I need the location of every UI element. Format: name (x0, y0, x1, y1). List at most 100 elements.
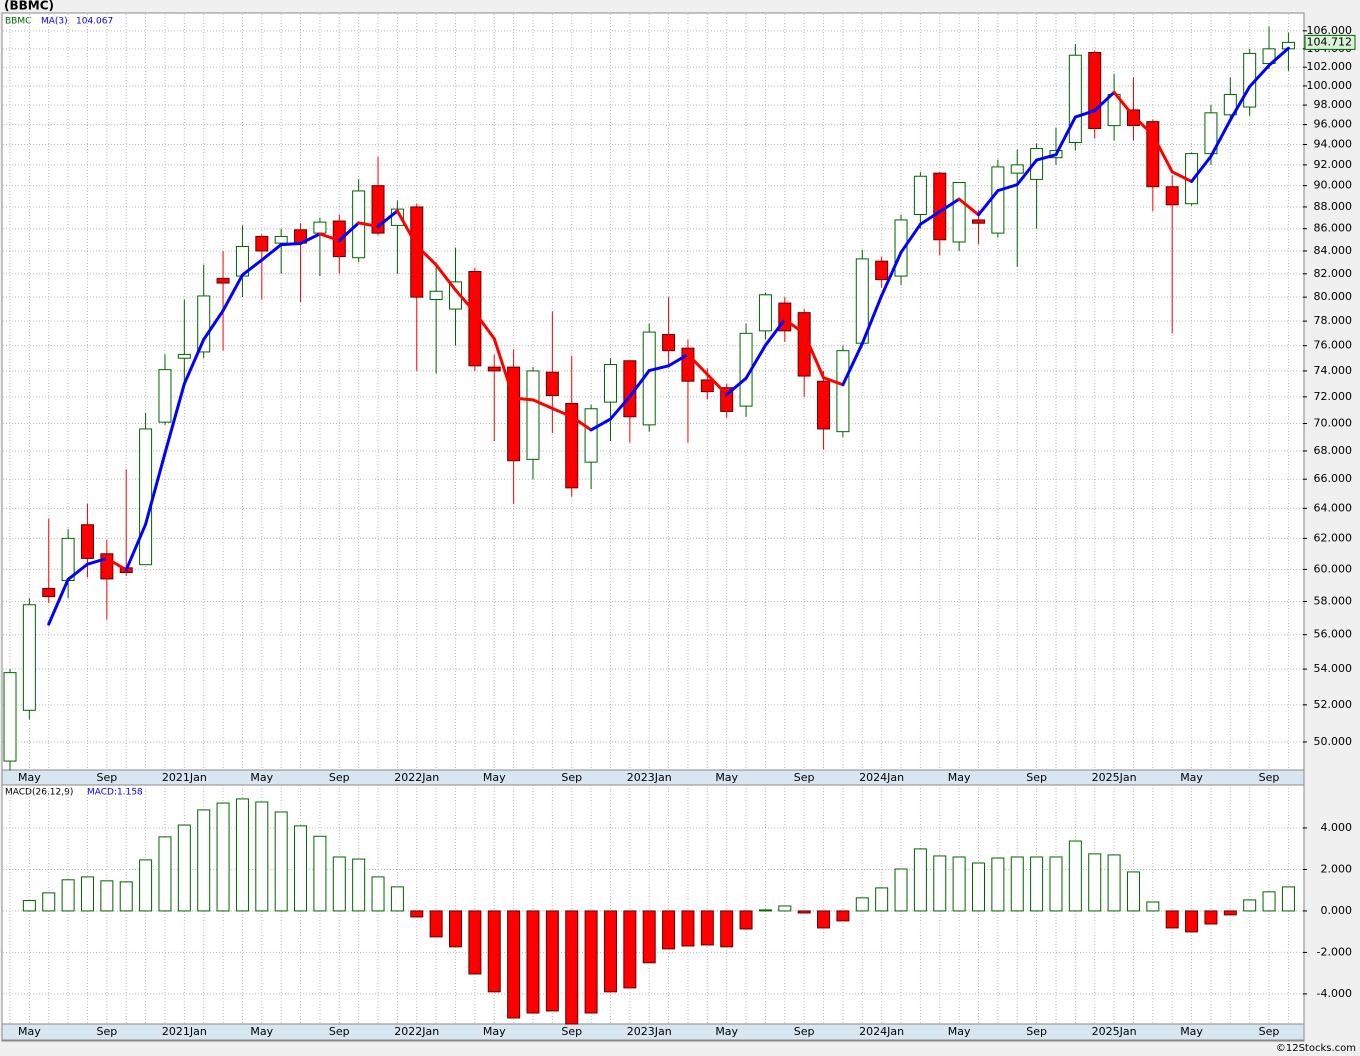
y-tick-label: 84.000 (1314, 244, 1353, 257)
ma-segment (1015, 158, 1039, 187)
ma-segment (744, 343, 767, 380)
ma-segment (667, 352, 690, 368)
candle-body (22, 604, 36, 711)
x-tick-label: Sep (1026, 1025, 1047, 1038)
macd-bar (1049, 856, 1063, 912)
macd-bar (1088, 853, 1102, 912)
macd-bar (235, 798, 249, 912)
ma-segment (550, 406, 574, 419)
macd-bar (1204, 910, 1218, 925)
ma-segment (240, 258, 264, 277)
ma-segment (589, 417, 612, 432)
candle-body (1223, 94, 1237, 116)
y-tick-label: 96.000 (1314, 118, 1353, 131)
x-tick-label: Sep (1259, 771, 1280, 784)
macd-bar (507, 910, 521, 1019)
candle-body (197, 295, 211, 353)
y-tick-label: 56.000 (1314, 628, 1353, 641)
macd-bar (100, 880, 114, 912)
macd-bar (274, 811, 288, 912)
macd-bar (197, 809, 211, 912)
x-tick-label: May (250, 771, 273, 784)
ma-segment (1073, 109, 1097, 119)
y-tick-label: 68.000 (1314, 444, 1353, 457)
ma-segment (977, 189, 1000, 217)
macd-bar (739, 910, 753, 930)
y-tick-label: 82.000 (1314, 267, 1353, 280)
ma-segment (841, 342, 864, 387)
candle-body (972, 219, 985, 224)
macd-bar (1030, 856, 1044, 912)
y-tick-label: 90.000 (1314, 179, 1353, 192)
candle-body (139, 428, 153, 566)
candle-body (3, 672, 17, 762)
ma-segment (570, 415, 593, 432)
candle-body (255, 235, 269, 252)
ma-segment (608, 394, 632, 421)
ma-segment (221, 273, 244, 313)
macd-bar (720, 910, 734, 948)
y-tick-label: 50.000 (1314, 735, 1353, 748)
candle-body (526, 370, 540, 460)
macd-bar (1146, 901, 1160, 912)
ma-segment (163, 382, 186, 455)
macd-bar (681, 910, 695, 947)
candle-body (1010, 164, 1024, 174)
macd-bar (623, 910, 637, 989)
macd-bar (449, 910, 463, 948)
x-tick-label: Sep (96, 771, 117, 784)
x-tick-label: May (1180, 771, 1203, 784)
macd-bar (429, 910, 443, 938)
macd-bar (1243, 899, 1257, 912)
x-tick-label: Sep (794, 771, 815, 784)
macd-bar (1223, 910, 1237, 916)
y-tick-label: 54.000 (1314, 662, 1353, 675)
macd-bar (487, 910, 501, 993)
y-tick-label: 74.000 (1314, 364, 1353, 377)
macd-bar (294, 825, 308, 912)
ma-segment (182, 337, 206, 386)
ma-segment (415, 244, 438, 267)
candle-body (836, 350, 850, 433)
ma-segment (686, 352, 709, 376)
macd-bar (177, 824, 191, 912)
macd-bar (61, 879, 75, 912)
candle-body (758, 294, 772, 332)
candle-body (313, 221, 327, 234)
macd-bar (1185, 910, 1199, 933)
candle-body (410, 206, 424, 298)
x-tick-label: Sep (1259, 1025, 1280, 1038)
ma-segment (85, 556, 109, 566)
ma-segment (880, 250, 903, 298)
ma-segment (1112, 90, 1135, 118)
candle-body (1165, 186, 1179, 206)
macd-bar (778, 905, 792, 912)
candle-body (700, 379, 714, 393)
macd-bar (933, 855, 947, 912)
macd-bar (332, 856, 346, 912)
y-tick-label: 4.000 (1321, 821, 1353, 834)
macd-bar (468, 910, 482, 975)
y-tick-label: 2.000 (1321, 862, 1353, 875)
macd-bar (313, 835, 327, 912)
macd-bar (545, 910, 559, 1012)
y-tick-label: 64.000 (1314, 501, 1353, 514)
date-axis-strip (1, 1023, 1305, 1041)
ma-segment (376, 209, 399, 228)
ma-segment (105, 556, 128, 572)
macd-bar (216, 802, 230, 912)
candle-body (875, 260, 889, 281)
ma-segment (318, 232, 341, 243)
ma-segment (202, 309, 225, 341)
macd-bar (952, 856, 966, 912)
ma-segment (337, 221, 361, 243)
macd-bar (972, 862, 985, 912)
x-tick-label: May (948, 771, 971, 784)
ma-segment (260, 243, 283, 262)
x-tick-label: Sep (561, 1025, 582, 1038)
y-tick-label: 94.000 (1314, 138, 1353, 151)
ma-segment (434, 263, 458, 292)
macd-bar (1165, 910, 1179, 929)
macd-bar (526, 910, 540, 1014)
